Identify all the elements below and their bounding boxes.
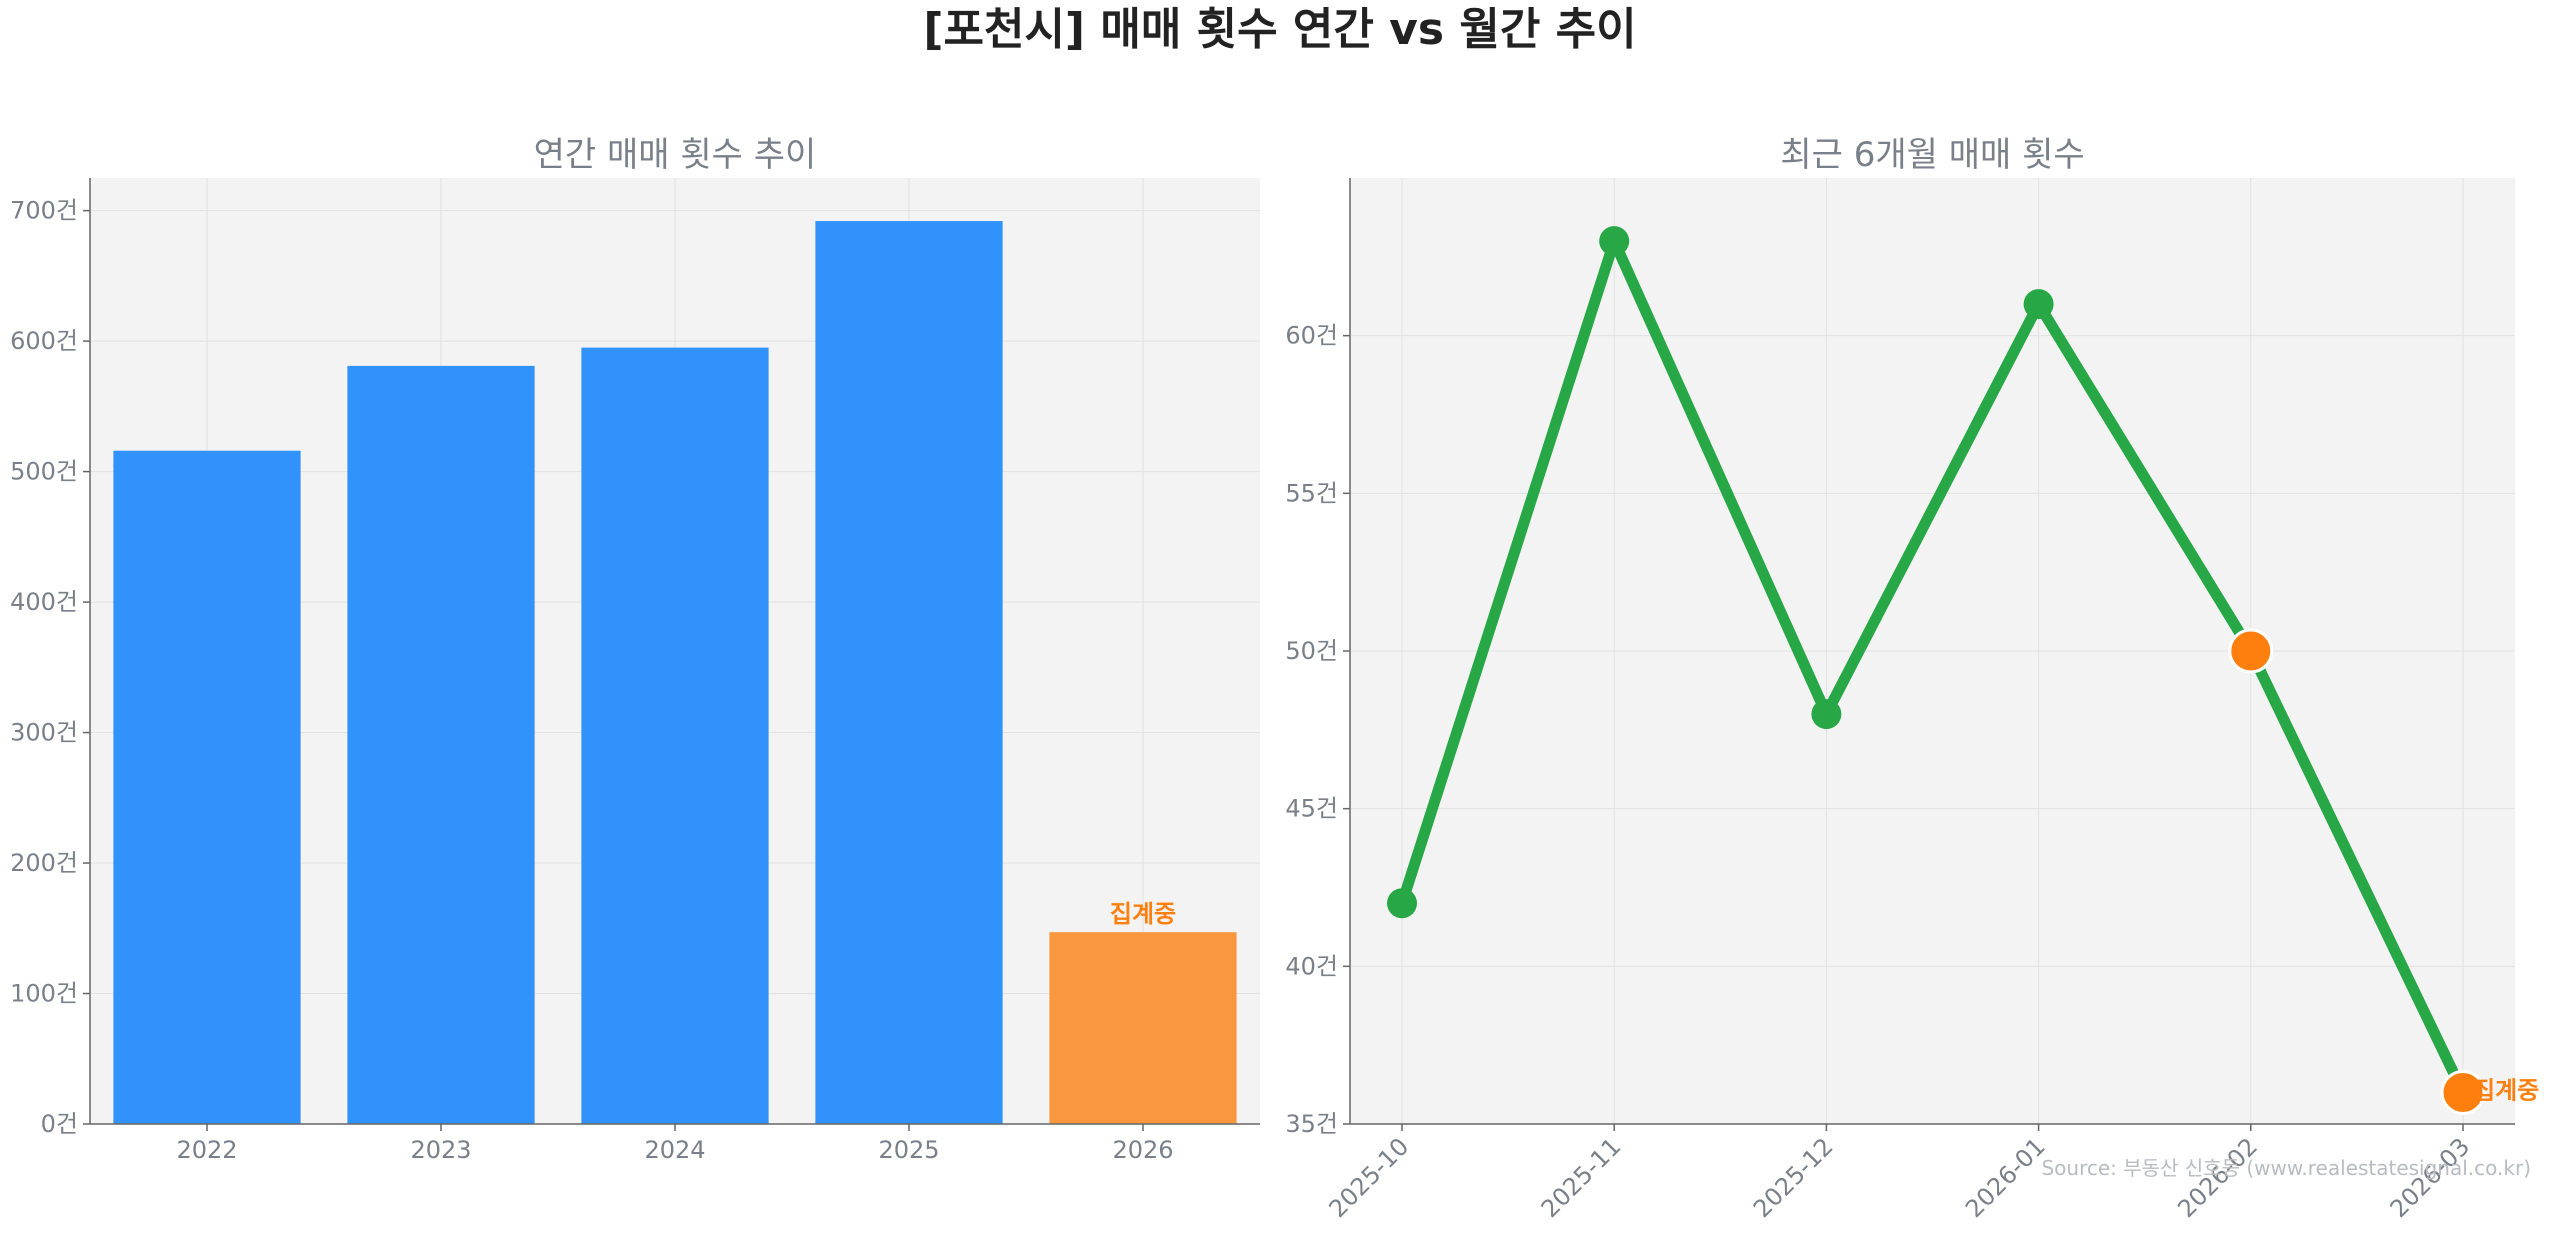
partial-data-label: 집계중 (2473, 1076, 2539, 1104)
figure-title: [포천시] 매매 횟수 연간 vs 월간 추이 (923, 4, 1637, 55)
bar-2023 (347, 365, 535, 1125)
x-tick-label: 2025-11 (1536, 1132, 1627, 1223)
y-tick-label: 100건 (10, 980, 78, 1008)
bar-2025 (815, 221, 1003, 1124)
bar-2024 (581, 347, 769, 1125)
y-tick-label: 0건 (41, 1110, 78, 1138)
highlight-point-2026-02 (2228, 628, 2274, 674)
partial-data-label: 집계중 (1110, 900, 1176, 928)
y-tick-label: 700건 (10, 197, 78, 225)
x-tick-label: 2023 (410, 1136, 471, 1164)
x-tick-label: 2025-10 (1324, 1132, 1415, 1223)
y-tick-label: 50건 (1285, 637, 1338, 665)
y-tick-label: 300건 (10, 719, 78, 747)
x-tick-label: 2022 (176, 1136, 237, 1164)
y-tick-label: 55건 (1285, 479, 1338, 507)
data-point-2026-01 (2023, 289, 2054, 320)
y-tick-label: 45건 (1285, 795, 1338, 823)
y-tick-label: 500건 (10, 458, 78, 486)
x-tick-label: 2026-01 (1960, 1132, 2051, 1223)
y-tick-label: 200건 (10, 849, 78, 877)
monthly-line-chart: 35건 40건 45건 50건 55건 60건 2025-10 2025-11 2025-12 2… (1285, 178, 2539, 1223)
annual-bar-chart: 집계중 0건 100건 200건 300건 400건 500건 600건 700건 2022 202… (10, 178, 1260, 1164)
x-tick-label: 2024 (644, 1136, 705, 1164)
bar-2026 (1049, 932, 1237, 1124)
x-tick-label: 2025-12 (1748, 1132, 1839, 1223)
bar-2022 (113, 450, 301, 1124)
y-tick-label: 400건 (10, 588, 78, 616)
x-tick-label: 2026 (1112, 1136, 1173, 1164)
data-point-2025-12 (1811, 699, 1842, 730)
y-tick-label: 600건 (10, 327, 78, 355)
data-point-2025-10 (1387, 888, 1417, 919)
x-tick-label: 2025 (878, 1136, 939, 1164)
annual-chart-title: 연간 매매 횟수 추이 (533, 135, 817, 175)
y-tick-label: 40건 (1285, 952, 1338, 980)
data-point-2025-11 (1599, 226, 1630, 257)
y-tick-label: 60건 (1285, 322, 1338, 350)
source-caption: Source: 부동산 신호등 (www.realestatesignal.co… (2041, 1156, 2531, 1180)
monthly-series-line (1396, 235, 2469, 1098)
highlight-point-2026-03 (2440, 1069, 2486, 1115)
y-tick-label: 35건 (1285, 1110, 1338, 1138)
monthly-chart-title: 최근 6개월 매매 횟수 (1780, 135, 2085, 175)
